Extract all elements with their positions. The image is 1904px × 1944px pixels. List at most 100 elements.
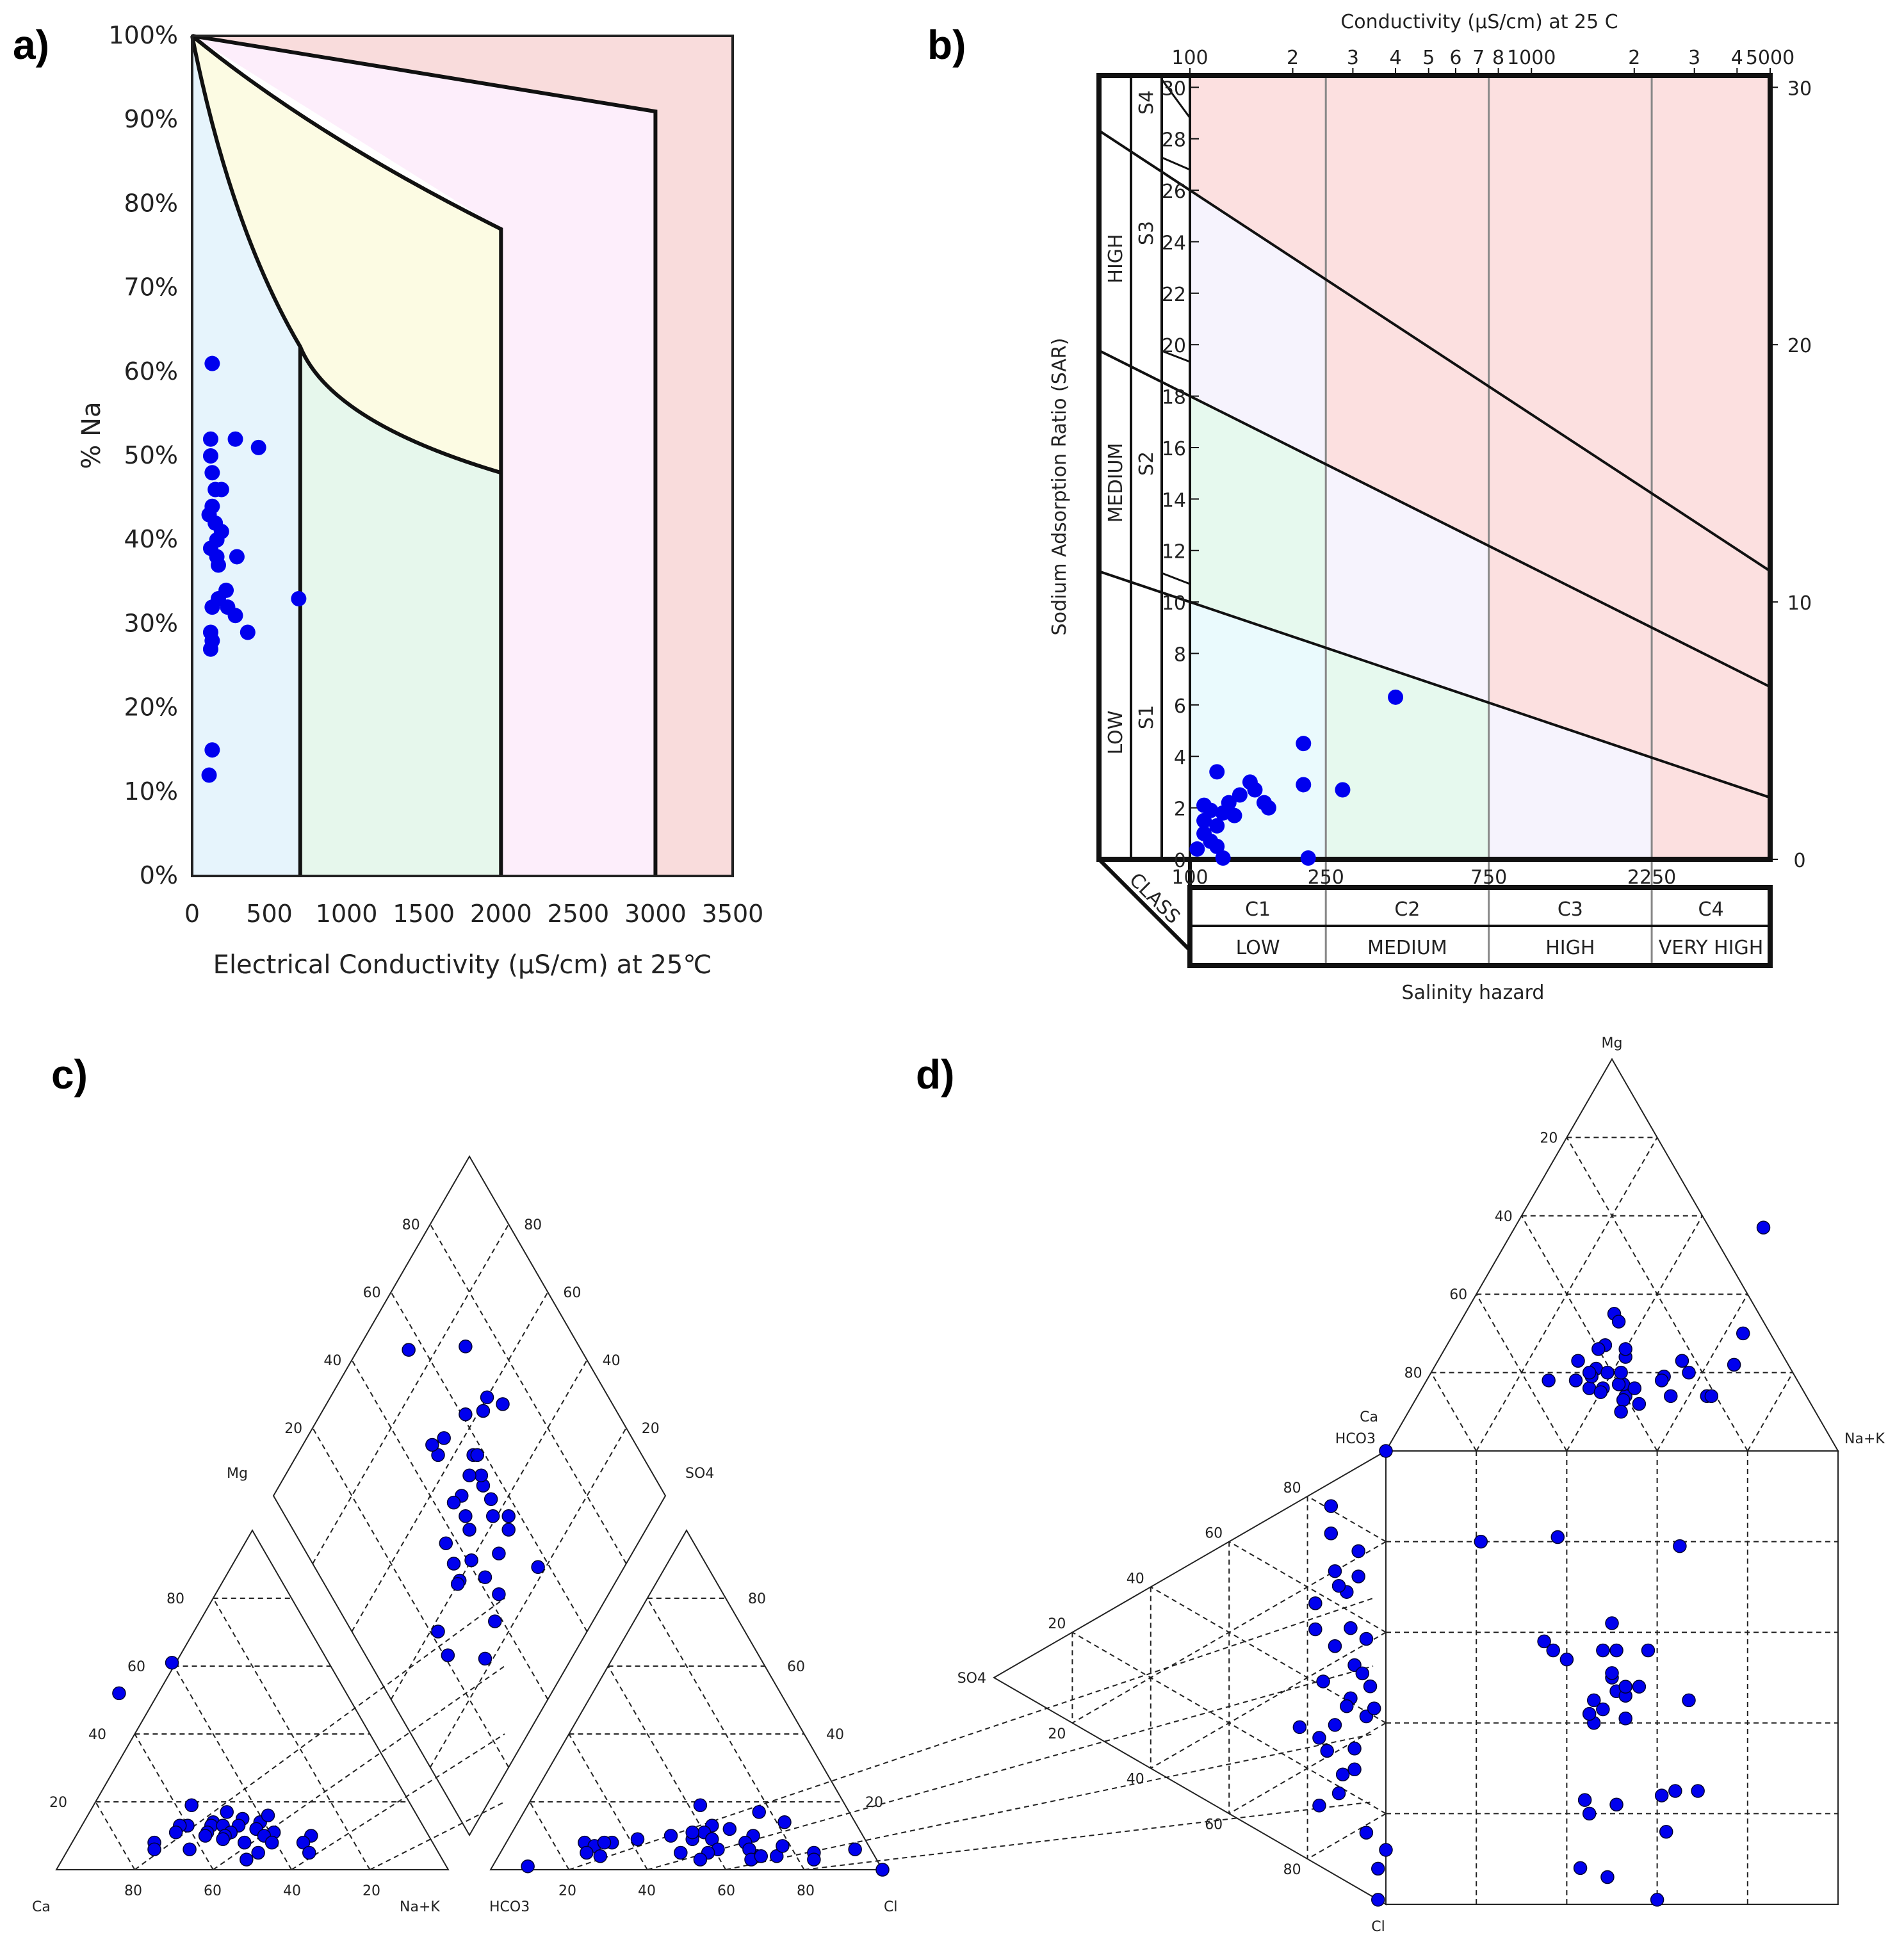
x-tick-label: 3500 (702, 900, 764, 928)
anion-grid (529, 1801, 570, 1870)
top-tick-label: 1000 (1507, 47, 1556, 69)
y-tick-label: 90% (124, 105, 178, 133)
class-table-bevel (1099, 859, 1190, 966)
y-tick-label: 10% (124, 777, 178, 806)
data-point (722, 1822, 737, 1836)
data-point (1355, 1666, 1370, 1681)
anion-right-tick: 20 (865, 1795, 883, 1811)
sar-tick-label: 28 (1162, 129, 1186, 152)
hazard-zone (1652, 493, 1770, 687)
anion-grid (569, 1598, 1374, 1870)
data-point (1600, 1365, 1615, 1380)
data-point (1209, 818, 1225, 834)
top-tick-label: 4 (1731, 47, 1743, 69)
panel-label-b: b) (927, 22, 966, 68)
x-axis-title: Electrical Conductivity (µS/cm) at 25℃ (213, 950, 712, 980)
hazard-zone (1488, 386, 1652, 628)
cation-left-tick: 60 (127, 1659, 145, 1675)
top-tick-label: 100 (1171, 47, 1208, 69)
data-point (198, 1829, 213, 1843)
data-point (1605, 1616, 1619, 1630)
data-point (1371, 1893, 1385, 1907)
data-point (488, 1614, 502, 1628)
hco3-label: HCO3 (1335, 1431, 1376, 1447)
data-point (1367, 1701, 1381, 1715)
x-tick-label: 2000 (470, 900, 532, 928)
data-point (1559, 1652, 1574, 1667)
sar-tick-label: 20 (1162, 335, 1186, 357)
data-point (693, 1852, 708, 1867)
cation-left-label: Ca (32, 1899, 51, 1915)
diamond-grid (351, 1359, 549, 1700)
diamond-grid (390, 1292, 588, 1632)
cation-bottom-tick: 80 (124, 1883, 142, 1899)
y-tick-label: 60% (124, 357, 178, 385)
y-tick-label: 30% (124, 609, 178, 637)
anion-lower-tick: 80 (1283, 1862, 1301, 1878)
sar-tick-label: 16 (1162, 438, 1186, 460)
anion-bottom-tick: 40 (638, 1883, 656, 1899)
cation-right-label: Na+K (400, 1899, 440, 1915)
anion-lower-tick: 40 (1127, 1772, 1144, 1788)
data-point (168, 1825, 183, 1840)
cation-left-tick: 80 (1404, 1366, 1422, 1382)
data-point (462, 1523, 476, 1537)
data-point (425, 1438, 439, 1452)
data-point (1324, 1499, 1338, 1513)
y-tick-label: 0% (140, 861, 178, 889)
data-point (251, 1845, 265, 1860)
cation-grid (134, 1733, 214, 1870)
sar-boundary-line (1098, 570, 1771, 799)
right-tick-label: 30 (1787, 77, 1812, 100)
diamond-right-tick: 80 (524, 1217, 542, 1233)
top-tick-label: 5 (1422, 47, 1435, 69)
data-point (1614, 1405, 1628, 1419)
data-point (1344, 1621, 1358, 1635)
data-point (752, 1805, 766, 1819)
data-point (1215, 850, 1231, 866)
data-point (1308, 1622, 1322, 1637)
data-point (777, 1815, 792, 1829)
data-point (1591, 1342, 1606, 1356)
data-point (1542, 1373, 1556, 1388)
data-point (1654, 1788, 1669, 1802)
data-point (1618, 1711, 1632, 1726)
anion-bottom-tick: 20 (558, 1883, 576, 1899)
hazard-zone (1190, 602, 1326, 859)
data-point (227, 431, 243, 447)
data-point (462, 1468, 476, 1482)
ca-label: Ca (1360, 1409, 1378, 1425)
data-point (1335, 782, 1351, 798)
data-point (1632, 1397, 1647, 1411)
data-point (674, 1845, 688, 1860)
data-point (1573, 1861, 1588, 1875)
data-point (1331, 1578, 1346, 1593)
sodium-class-code: S2 (1135, 451, 1158, 476)
cation-grid (95, 1801, 136, 1870)
data-point (1568, 1373, 1583, 1388)
diamond-right-tick: 20 (642, 1421, 660, 1437)
cation-grid (370, 1801, 505, 1870)
data-point (1682, 1365, 1696, 1380)
data-point (685, 1825, 699, 1840)
data-point (1328, 1639, 1342, 1653)
data-point (1209, 838, 1225, 854)
anion-right-tick: 80 (748, 1591, 766, 1607)
data-point (1600, 1870, 1615, 1884)
data-point (1189, 841, 1205, 857)
hazard-zone (1190, 190, 1326, 464)
sodium-class-level: HIGH (1105, 234, 1127, 283)
data-point (1611, 1377, 1626, 1391)
class-tick (1161, 350, 1191, 363)
data-point (165, 1655, 179, 1670)
data-point (437, 1431, 451, 1445)
data-point (296, 1835, 311, 1850)
data-point (705, 1832, 719, 1847)
cation-bottom-tick: 20 (362, 1883, 380, 1899)
cation-grid (291, 1733, 505, 1870)
data-point (1577, 1793, 1592, 1807)
data-point (1596, 1643, 1610, 1658)
data-point (204, 465, 220, 481)
data-point (875, 1863, 890, 1877)
anion-grid (804, 1801, 1374, 1870)
